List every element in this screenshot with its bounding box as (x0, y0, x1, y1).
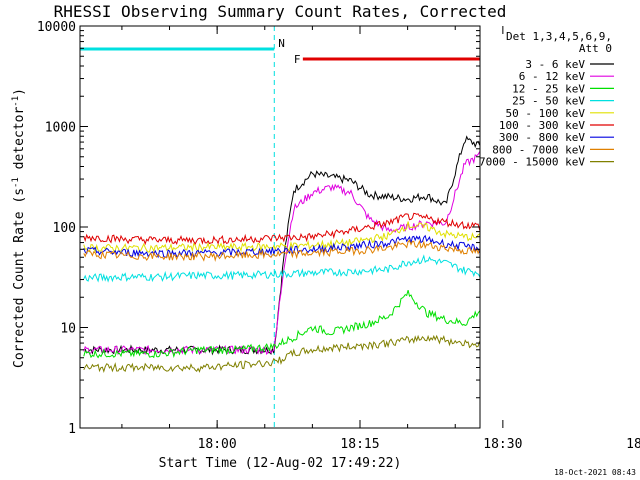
legend-label-7: 800 - 7000 keV (492, 143, 585, 156)
x-axis-label: Start Time (12-Aug-02 17:49:22) (159, 456, 402, 471)
flag-F-label: F (294, 53, 301, 66)
y-tick-label-2: 100 (53, 221, 76, 236)
series-line-4 (83, 221, 480, 254)
series-line-1 (83, 151, 480, 356)
series-line-7 (83, 239, 480, 262)
y-tick-label-1: 10 (60, 322, 76, 337)
legend-label-3: 25 - 50 keV (512, 95, 585, 108)
legend-label-8: 7000 - 15000 keV (479, 156, 585, 169)
legend-label-1: 6 - 12 keV (519, 70, 586, 83)
chart-title: RHESSI Observing Summary Count Rates, Co… (54, 2, 507, 21)
legend-header-line2: Att 0 (579, 42, 612, 55)
x-tick-label-0: 18:00 (198, 437, 237, 452)
y-tick-label-0: 1 (68, 422, 76, 437)
series-line-0 (83, 135, 480, 356)
generated-timestamp: 18-Oct-2021 08:43 (554, 468, 636, 477)
plot-content: NFS (80, 26, 480, 428)
flag-N-label: N (278, 37, 285, 50)
series-line-8 (83, 334, 480, 374)
y-tick-label-3: 1000 (45, 121, 76, 136)
x-tick-label-2: 18:30 (483, 437, 522, 452)
x-tick-label-3: 18:45 (626, 437, 640, 452)
y-axis-label: Corrected Count Rate (s-1 detector-1) (11, 88, 27, 368)
series-line-3 (83, 254, 480, 283)
legend-label-6: 300 - 800 keV (499, 131, 585, 144)
legend-label-5: 100 - 300 keV (499, 119, 585, 132)
y-tick-label-4: 10000 (37, 20, 76, 35)
y-axis-ticks: 1 10 100 1000 10000 (37, 20, 480, 437)
legend-header-line1: Det 1,3,4,5,6,9, (506, 30, 612, 43)
plot-area: NFS (80, 26, 480, 428)
x-tick-label-1: 18:15 (340, 437, 379, 452)
legend-label-4: 50 - 100 keV (506, 107, 586, 120)
series-line-5 (83, 212, 480, 246)
legend-label-2: 12 - 25 keV (512, 82, 585, 95)
series-line-2 (83, 289, 480, 359)
series-line-6 (83, 234, 480, 259)
legend-label-0: 3 - 6 keV (525, 58, 585, 71)
